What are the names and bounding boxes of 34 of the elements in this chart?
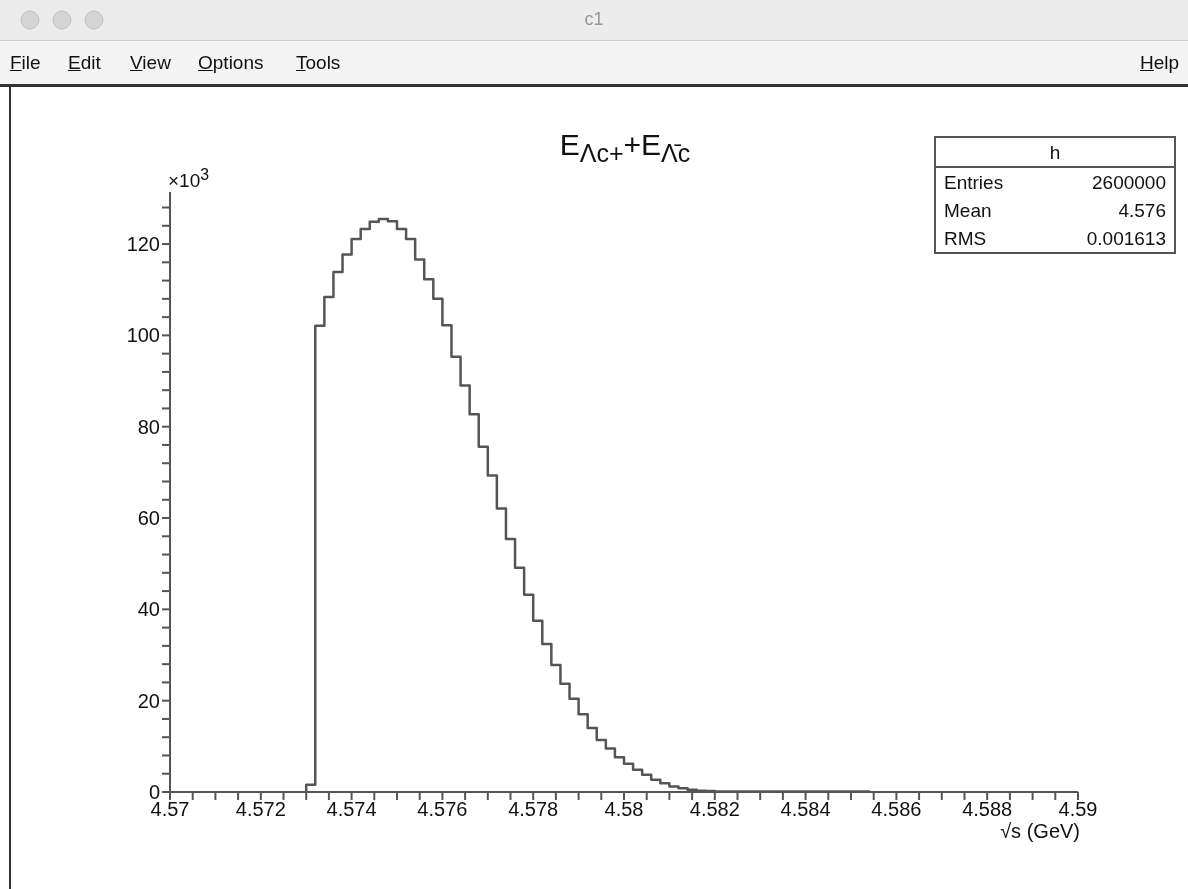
y-tick-label: 20 bbox=[137, 689, 160, 712]
annotation: Entries bbox=[944, 171, 1004, 194]
text: View bbox=[130, 52, 171, 74]
y-tick-label: 40 bbox=[137, 598, 160, 621]
x-tick-label: 4.578 bbox=[508, 798, 559, 821]
y-tick-label: 80 bbox=[137, 415, 160, 438]
x-tick-label: 4.584 bbox=[780, 798, 831, 821]
text: c1 bbox=[583, 9, 605, 30]
annotation: Mean bbox=[944, 199, 992, 222]
x-tick-label: 4.59 bbox=[1058, 798, 1098, 821]
text: Tools bbox=[296, 52, 341, 74]
x-tick-label: 4.576 bbox=[417, 798, 468, 821]
text: ×10$^{3}$ bbox=[168, 166, 210, 193]
chart-title: E$_{Λc+}$+E$_{Λ̄c}$ bbox=[559, 128, 691, 167]
x-tick-label: 4.574 bbox=[326, 798, 377, 821]
x-tick-label: 4.58 bbox=[604, 798, 644, 821]
x-tick-label: 4.586 bbox=[871, 798, 922, 821]
x-axis-title: √s (GeV) bbox=[999, 820, 1080, 843]
text: h bbox=[936, 138, 1174, 168]
y-tick-label: 120 bbox=[126, 233, 160, 256]
text: Edit bbox=[68, 52, 101, 74]
y-tick-label: 60 bbox=[137, 507, 160, 530]
text: 0.001613 bbox=[1086, 227, 1166, 250]
x-tick-label: 4.582 bbox=[689, 798, 740, 821]
x-tick-label: 4.588 bbox=[962, 798, 1013, 821]
y-tick-label: 100 bbox=[126, 324, 160, 347]
text: Options bbox=[198, 52, 264, 74]
text: Help bbox=[1140, 52, 1180, 74]
x-tick-label: 4.572 bbox=[235, 798, 286, 821]
x-tick-label: 4.57 bbox=[150, 798, 190, 821]
text: File bbox=[10, 52, 41, 74]
annotation: RMS bbox=[944, 227, 987, 250]
text: 2600000 bbox=[1092, 171, 1166, 194]
text: 4.576 bbox=[1118, 199, 1166, 222]
